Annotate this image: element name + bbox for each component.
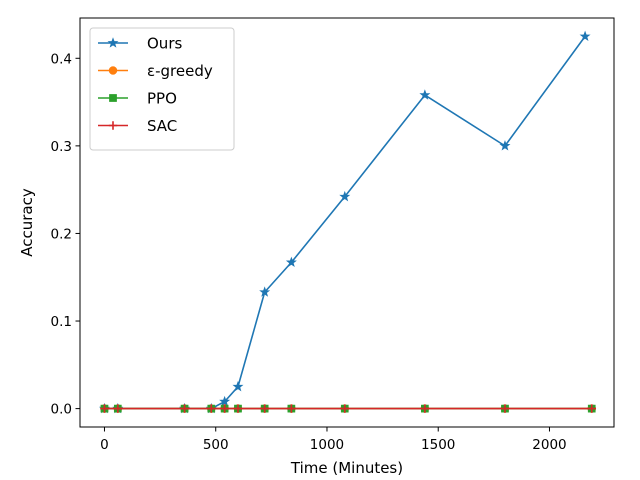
data-point [180,404,189,413]
x-axis: 0 500 1000 1500 2000 [100,427,567,453]
data-point [113,404,123,413]
legend-box [89,27,235,151]
data-point [499,140,511,151]
plot-area [98,30,596,414]
y-tick-label: 0.1 [51,314,72,330]
x-tick-label: 2000 [532,437,566,453]
data-point [260,404,269,413]
x-axis-label: Time (Minutes) [290,459,403,477]
legend-label: SAC [147,117,177,135]
y-tick-label: 0.3 [51,139,72,155]
data-point [100,404,109,413]
y-axis-label: Accuracy [18,188,36,257]
data-point [339,190,351,202]
data-point [220,404,229,413]
data-point [587,404,596,413]
legend-item: ε-greedy [98,62,213,80]
data-point [207,404,216,413]
data-point [232,380,244,392]
data-point [419,89,431,100]
data-point [285,256,297,268]
y-axis: 0.0 0.1 0.2 0.3 0.4 [51,51,80,418]
legend-marker [108,66,118,75]
data-point [287,404,296,413]
legend-label: PPO [147,90,177,108]
legend-item: PPO [98,90,177,108]
legend-marker [109,94,117,102]
legend-item: SAC [98,117,177,135]
x-tick-label: 1500 [421,437,455,453]
x-tick-label: 500 [203,437,229,453]
legend-label: Ours [147,35,182,53]
y-tick-label: 0.4 [51,51,72,67]
y-tick-label: 0.0 [51,402,72,418]
x-tick-label: 0 [100,437,109,453]
y-tick-label: 0.2 [51,226,72,242]
legend-label: ε-greedy [147,62,213,80]
x-tick-label: 1000 [310,437,344,453]
data-point [500,404,510,413]
data-point [233,404,243,413]
axes-frame [79,17,615,428]
legend-item: Ours [98,35,182,53]
data-point [420,404,430,413]
data-point [579,30,591,42]
legend-marker [108,121,118,130]
data-point [259,286,271,297]
legend: Ours ε-greedy PPO SAC [89,27,235,151]
legend-marker [107,37,119,48]
data-point [219,395,231,407]
data-point [340,404,349,413]
series-4 [100,404,596,413]
